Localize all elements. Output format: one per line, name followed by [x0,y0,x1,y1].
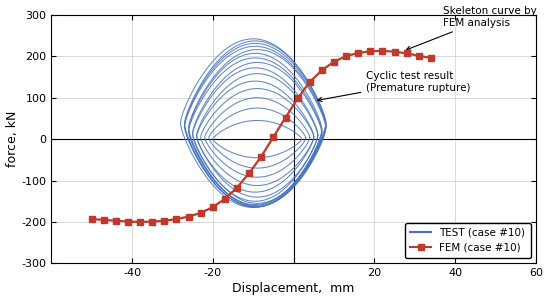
Text: Cyclic test result
(Premature rupture): Cyclic test result (Premature rupture) [318,71,471,101]
Legend: TEST (case #10), FEM (case #10): TEST (case #10), FEM (case #10) [405,222,531,258]
X-axis label: Displacement,  mm: Displacement, mm [232,282,355,296]
Y-axis label: force, kN: force, kN [6,111,19,167]
Text: Skeleton curve by
FEM analysis: Skeleton curve by FEM analysis [406,6,537,50]
